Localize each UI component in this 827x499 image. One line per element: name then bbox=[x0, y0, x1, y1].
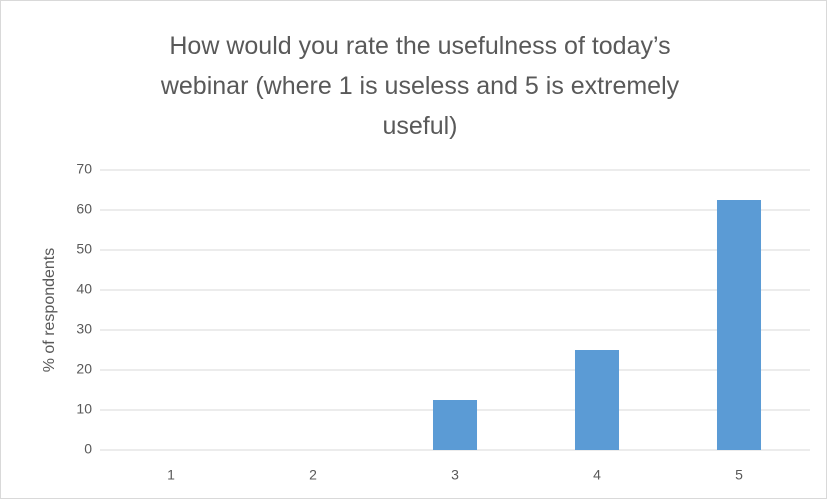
bar bbox=[432, 400, 478, 450]
y-tick-label: 10 bbox=[76, 401, 92, 417]
x-tick-label: 1 bbox=[167, 467, 175, 483]
x-tick-label: 3 bbox=[451, 467, 459, 483]
y-tick-label: 30 bbox=[76, 321, 92, 337]
y-tick-label: 50 bbox=[76, 241, 92, 257]
y-tick-label: 70 bbox=[76, 161, 92, 177]
bar bbox=[716, 200, 762, 450]
y-tick-label: 60 bbox=[76, 201, 92, 217]
chart-title: How would you rate the usefulness of tod… bbox=[160, 32, 680, 140]
x-tick-label: 5 bbox=[735, 467, 743, 483]
x-tick-label: 4 bbox=[593, 467, 601, 483]
y-tick-label: 20 bbox=[76, 361, 92, 377]
y-tick-label: 40 bbox=[76, 281, 92, 297]
y-tick-label: 0 bbox=[84, 441, 92, 457]
x-tick-label: 2 bbox=[309, 467, 317, 483]
y-axis-label: % of respondents bbox=[41, 248, 58, 373]
bar bbox=[574, 350, 620, 450]
